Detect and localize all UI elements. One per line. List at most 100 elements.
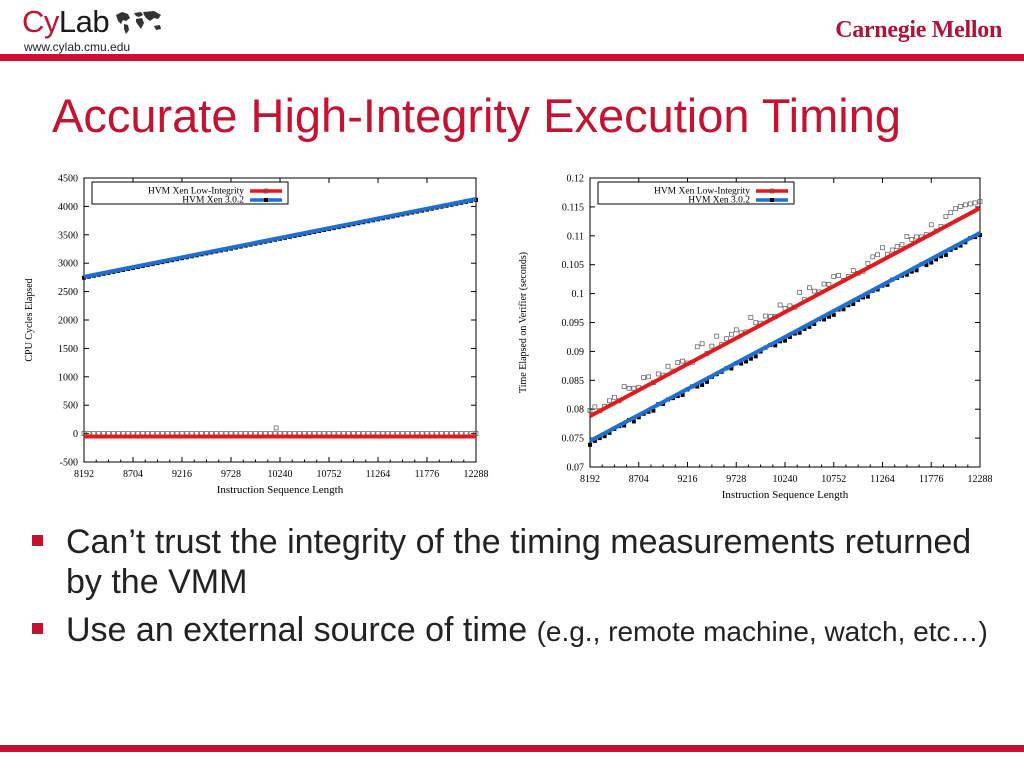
x-axis-label: Instruction Sequence Length [217, 484, 344, 496]
data-point-low-integrity [748, 315, 754, 320]
legend-label: HVM Xen 3.0.2 [182, 196, 244, 206]
y-tick-label: 0.1 [572, 289, 585, 300]
y-tick-label: 0.115 [562, 202, 584, 213]
y-tick-label: 3500 [58, 230, 78, 241]
data-point-low-integrity [675, 360, 681, 366]
x-tick-label: 9728 [726, 474, 746, 485]
data-point-xen [82, 275, 86, 280]
data-point-xen [748, 356, 753, 361]
data-point-xen [636, 415, 641, 420]
data-point-low-integrity [763, 313, 768, 319]
x-tick-label: 9728 [221, 469, 241, 480]
x-tick-label: 8192 [580, 474, 600, 485]
y-tick-label: 1000 [58, 372, 78, 383]
data-point-low-integrity [967, 201, 973, 207]
data-point-low-integrity [953, 206, 958, 211]
data-point-low-integrity [646, 374, 651, 380]
data-point-xen [680, 392, 685, 397]
data-point-low-integrity [948, 210, 954, 216]
bullet-marker [32, 535, 43, 546]
y-tick-label: 0.08 [567, 405, 585, 416]
fit-line-xen [589, 231, 981, 443]
data-point-low-integrity [943, 214, 949, 219]
data-point-xen [807, 324, 812, 329]
data-point-low-integrity [826, 281, 832, 287]
data-point-xen [729, 366, 734, 371]
x-tick-label: 11776 [919, 474, 944, 485]
data-point-xen [924, 263, 929, 268]
data-point-xen [739, 361, 744, 366]
data-point-low-integrity [724, 336, 729, 342]
data-point-xen [744, 359, 748, 364]
data-point-xen [602, 434, 607, 439]
data-point-low-integrity [899, 242, 905, 248]
y-tick-label: 0.075 [562, 434, 585, 445]
data-point-xen [597, 436, 602, 441]
data-point-low-integrity [587, 408, 593, 413]
x-tick-label: 11776 [415, 469, 440, 480]
y-tick-label: 4500 [58, 174, 78, 185]
plot-frame [589, 177, 981, 468]
legend-marker [769, 188, 775, 194]
y-axis-label: Time Elapsed on Verifier (seconds) [518, 252, 529, 393]
data-point-xen [826, 314, 831, 319]
bullet-list: Can’t trust the integrity of the timing … [30, 522, 990, 660]
data-point-low-integrity [928, 222, 934, 228]
data-point-xen [773, 343, 778, 348]
data-point-xen [753, 354, 758, 359]
fit-line-low-integrity [589, 206, 981, 418]
data-point-low-integrity [777, 302, 783, 308]
data-point-low-integrity [655, 371, 661, 377]
data-point-xen [812, 321, 817, 326]
data-point-xen [651, 408, 656, 413]
data-point-xen [939, 254, 943, 259]
data-point-low-integrity [909, 237, 915, 242]
y-tick-label: 1500 [58, 344, 78, 355]
data-point-xen [929, 260, 934, 265]
data-point-xen [631, 419, 636, 424]
data-point-xen [851, 301, 856, 306]
data-point-low-integrity [733, 327, 739, 333]
x-tick-label: 10752 [317, 469, 342, 480]
y-tick-label: 0.12 [567, 174, 585, 185]
data-point-low-integrity [963, 202, 968, 208]
data-point-xen [841, 307, 846, 312]
y-tick-label: 4000 [58, 202, 78, 213]
cycles-chart: 8192 8704 9216 9728 10240 10752 11264 11776 1228… [14, 160, 494, 505]
y-tick-label: 2000 [58, 316, 78, 327]
data-point-low-integrity [958, 204, 963, 209]
data-point-low-integrity [626, 385, 632, 391]
data-point-low-integrity [680, 358, 685, 364]
x-tick-label: 9216 [678, 474, 698, 485]
data-point-low-integrity [875, 252, 880, 258]
data-point-low-integrity [880, 245, 885, 251]
legend-label: HVM Xen Low-Integrity [148, 187, 244, 197]
x-tick-label: 12288 [464, 469, 489, 480]
cylab-url: www.cylab.cmu.edu [24, 40, 131, 54]
data-point-xen [909, 269, 914, 274]
data-point-low-integrity [592, 404, 598, 410]
slide-header: CyLab www.cylab.cmu.edu Carnegie Mellon [0, 0, 1024, 62]
legend-label: HVM Xen 3.0.2 [688, 196, 750, 206]
y-tick-label: 0.105 [562, 260, 585, 271]
y-tick-label: 0.11 [567, 231, 584, 242]
data-point-low-integrity [831, 274, 837, 279]
x-tick-label: 8704 [123, 469, 143, 480]
data-point-low-integrity [612, 394, 617, 400]
verifier-time-chart: 8192 8704 9216 9728 10240 10752 11264 11776 1228… [512, 160, 1002, 510]
data-point-low-integrity [811, 288, 817, 294]
x-tick-label: 8704 [629, 474, 649, 485]
world-map-icon [116, 11, 161, 34]
data-point-low-integrity [865, 261, 871, 266]
x-tick-label: 11264 [366, 469, 391, 480]
data-point-low-integrity [977, 199, 983, 204]
data-point-low-integrity [889, 247, 895, 253]
data-point-xen [822, 317, 826, 322]
data-point-xen [588, 442, 592, 447]
data-point-low-integrity [714, 333, 720, 339]
data-point-low-integrity [665, 363, 671, 369]
data-point-low-integrity [607, 398, 612, 404]
plot-frame [83, 177, 477, 463]
data-point-xen [934, 257, 939, 262]
data-point-low-integrity [807, 285, 812, 291]
